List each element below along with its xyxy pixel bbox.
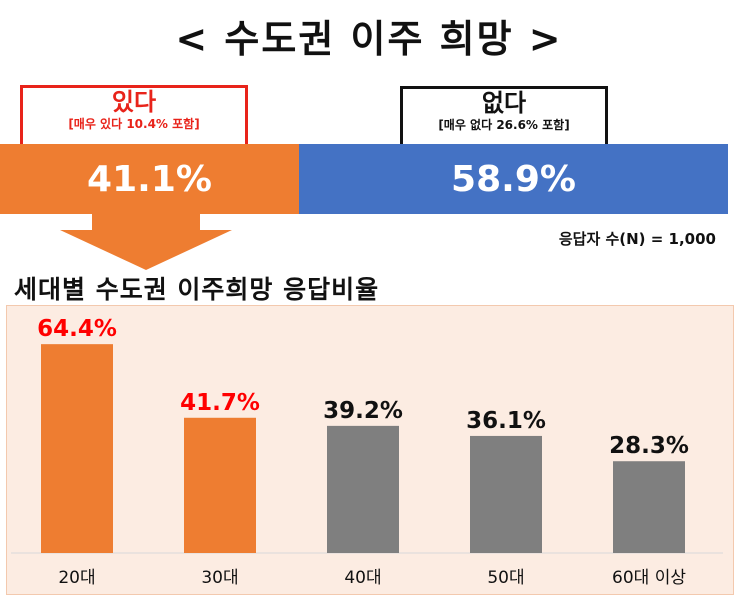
yes-label-box: 있다 [매우 있다 10.4% 포함] <box>20 85 248 155</box>
data-label-3: 39.2% <box>323 398 403 424</box>
no-label: 없다 <box>481 89 527 117</box>
yes-share-value: 41.1% <box>87 158 212 200</box>
data-label-5: 28.3% <box>609 433 689 459</box>
no-sublabel: [매우 없다 26.6% 포함] <box>438 118 570 132</box>
yes-share-bar: 41.1% <box>0 144 299 214</box>
data-label-1: 64.4% <box>37 316 117 342</box>
category-label-4: 50대 <box>487 568 524 588</box>
bar-3 <box>327 425 399 553</box>
yes-sublabel: [매우 있다 10.4% 포함] <box>68 117 200 131</box>
respondent-count: 응답자 수(N) = 1,000 <box>558 230 716 248</box>
bar-4 <box>470 435 542 553</box>
no-share-bar: 58.9% <box>299 144 728 214</box>
category-label-3: 40대 <box>344 568 381 588</box>
down-arrow-icon <box>60 212 232 270</box>
no-share-value: 58.9% <box>451 158 576 200</box>
bar-2 <box>184 417 256 553</box>
category-label-2: 30대 <box>201 568 238 588</box>
category-label-1: 20대 <box>58 568 95 588</box>
chart-title: 세대별 수도권 이주희망 응답비율 <box>14 275 380 304</box>
generation-bar-chart: 64.4% 20대 41.7% 30대 39.2% 40대 36.1% 50대 28.3% 60대… <box>11 316 723 588</box>
bar-1 <box>41 344 113 553</box>
bar-5 <box>613 461 685 553</box>
category-label-5: 60대 이상 <box>612 568 686 588</box>
data-label-4: 36.1% <box>466 408 546 434</box>
data-label-2: 41.7% <box>180 390 260 416</box>
chart-panel: 64.4% 20대 41.7% 30대 39.2% 40대 36.1% 50대 28.3% 60대… <box>6 305 734 595</box>
page-title: < 수도권 이주 희망 > <box>175 17 563 61</box>
yes-label: 있다 <box>111 88 157 116</box>
